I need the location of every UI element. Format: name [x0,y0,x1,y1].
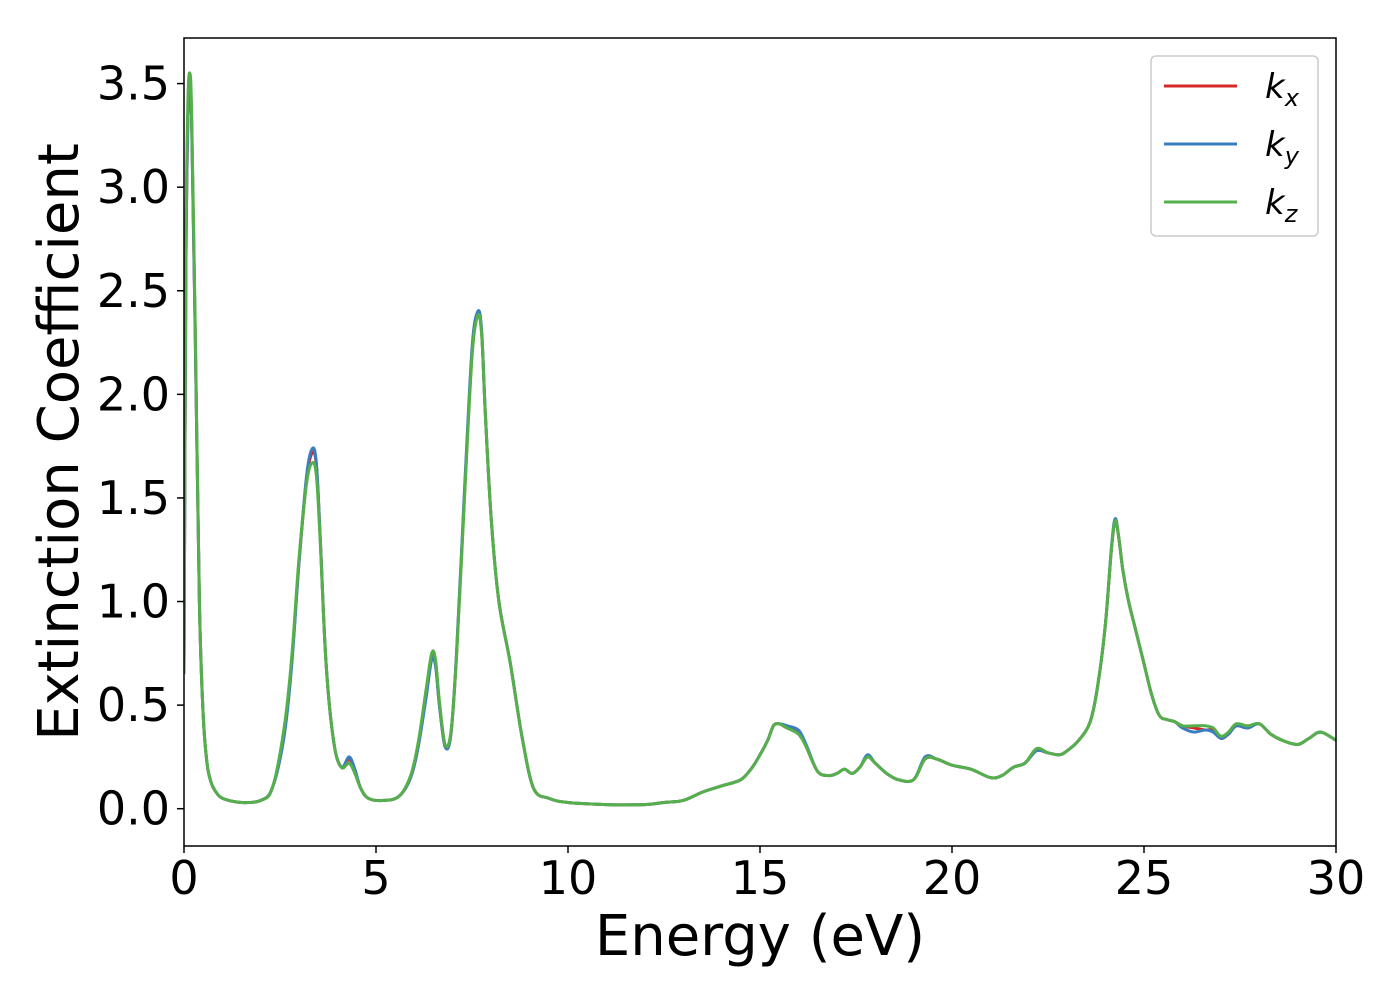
y-tick-label: 0.5 [97,678,170,732]
x-tick-label: 25 [1115,851,1174,905]
x-tick-label: 0 [169,851,198,905]
series-layer [184,71,1336,807]
y-tick-label: 2.0 [97,367,170,421]
legend-label-base: k [1265,183,1286,223]
y-tick-label: 1.0 [97,575,170,629]
y-tick-label: 2.5 [97,264,170,318]
y-tick-label: 3.0 [97,160,170,214]
legend-label: kz [1265,183,1299,228]
legend-label-subscript: z [1284,200,1299,228]
legend-label-subscript: y [1284,142,1300,170]
legend-box [1150,55,1319,237]
series-line-kz [184,71,1336,807]
x-tick-label: 10 [539,851,598,905]
x-axis-ticks: 0 5 10 15 20 25 30 [169,846,1365,905]
y-tick-label: 3.5 [97,57,170,111]
y-tick-label: 1.5 [97,471,170,525]
x-tick-label: 5 [361,851,390,905]
y-tick-label: 0.0 [97,782,170,836]
legend-label-subscript: x [1284,84,1300,112]
y-axis-ticks: 0.0 0.5 1.0 1.5 2.0 2.5 3.0 3.5 [97,57,184,836]
y-axis-label: Extinction Coefficient [27,143,92,741]
x-tick-label: 15 [731,851,790,905]
legend-label: kx [1265,67,1300,112]
legend-label-base: k [1265,125,1286,165]
legend-label-base: k [1265,67,1286,107]
x-axis-label: Energy (eV) [595,904,925,969]
x-tick-label: 30 [1307,851,1366,905]
legend-label: ky [1265,125,1300,170]
x-tick-label: 20 [923,851,982,905]
